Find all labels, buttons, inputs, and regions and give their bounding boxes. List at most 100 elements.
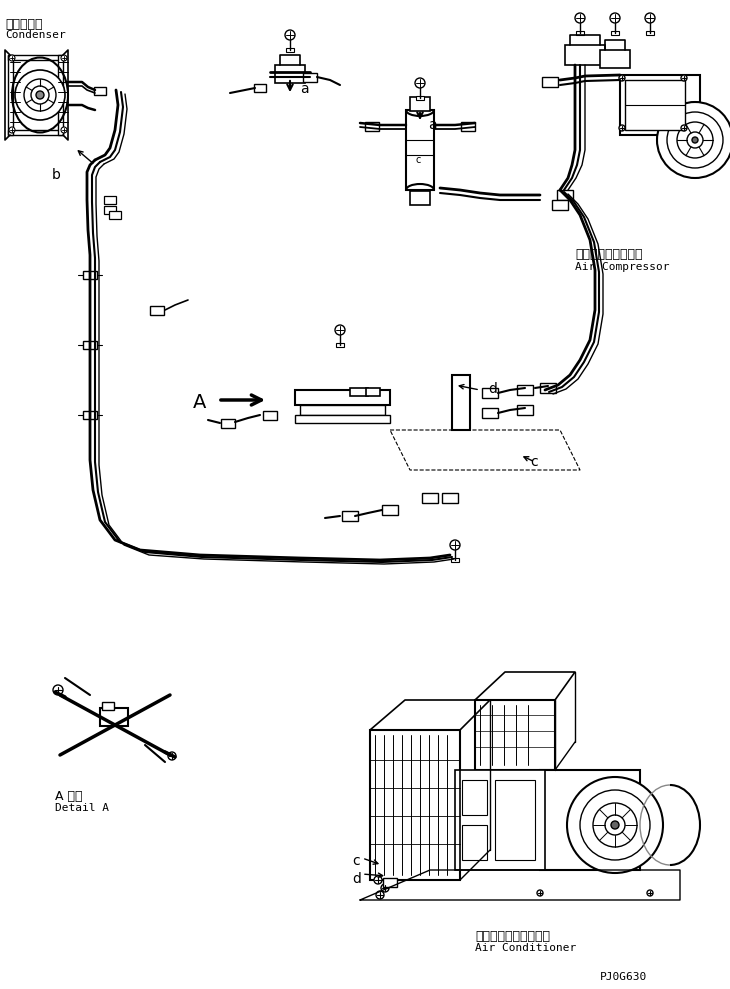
Bar — [8, 130, 63, 135]
Text: Air Conditioner: Air Conditioner — [475, 943, 576, 953]
Bar — [275, 65, 305, 83]
Circle shape — [692, 137, 698, 143]
Text: コンデンサ: コンデンサ — [5, 18, 42, 31]
Text: b: b — [52, 168, 61, 182]
Bar — [406, 110, 434, 190]
Bar — [416, 96, 424, 100]
Bar — [517, 405, 533, 415]
Bar — [104, 206, 116, 214]
Bar — [410, 191, 430, 205]
Circle shape — [657, 102, 730, 178]
Text: A: A — [193, 393, 207, 412]
Bar — [646, 31, 654, 35]
Text: A 詳細: A 詳細 — [55, 790, 82, 803]
Bar — [383, 878, 397, 887]
Circle shape — [619, 75, 625, 81]
Text: c: c — [530, 455, 537, 469]
Text: c: c — [352, 854, 360, 868]
Circle shape — [575, 13, 585, 23]
Circle shape — [687, 132, 703, 148]
Bar — [611, 31, 619, 35]
Bar — [576, 31, 584, 35]
Circle shape — [376, 891, 384, 899]
Text: エアーコンプレッサ: エアーコンプレッサ — [575, 248, 642, 261]
Circle shape — [285, 30, 295, 40]
Bar — [382, 505, 398, 515]
Bar — [542, 77, 558, 87]
Circle shape — [537, 890, 543, 896]
Bar — [475, 700, 555, 770]
Circle shape — [61, 127, 67, 133]
Bar — [482, 408, 498, 418]
Bar — [300, 405, 385, 415]
Bar — [94, 87, 106, 95]
Bar — [410, 97, 430, 111]
Circle shape — [647, 890, 653, 896]
Circle shape — [677, 122, 713, 158]
Bar — [557, 190, 573, 200]
Bar — [461, 122, 475, 131]
Bar — [8, 55, 63, 60]
Bar — [625, 80, 685, 130]
Circle shape — [610, 13, 620, 23]
Bar — [254, 84, 266, 92]
Circle shape — [450, 540, 460, 550]
Circle shape — [24, 79, 56, 111]
Circle shape — [374, 876, 382, 884]
Bar — [221, 419, 235, 428]
Bar — [365, 122, 379, 131]
Circle shape — [605, 815, 625, 835]
Bar — [552, 200, 568, 210]
Bar — [495, 780, 535, 860]
Bar — [342, 511, 358, 521]
Bar — [83, 271, 97, 279]
Bar — [83, 341, 97, 349]
Bar — [600, 50, 630, 68]
Bar — [8, 55, 13, 135]
Bar — [370, 730, 460, 880]
Bar — [286, 48, 294, 52]
Circle shape — [9, 127, 15, 133]
Circle shape — [15, 70, 65, 120]
Bar — [540, 770, 640, 870]
Circle shape — [681, 75, 687, 81]
Bar — [462, 825, 487, 860]
Circle shape — [681, 125, 687, 131]
Circle shape — [335, 325, 345, 335]
Bar — [295, 390, 390, 405]
Bar — [58, 55, 63, 135]
Bar — [100, 708, 128, 726]
Bar — [350, 388, 368, 396]
Circle shape — [645, 13, 655, 23]
Text: PJ0G630: PJ0G630 — [600, 972, 648, 982]
Bar — [83, 411, 97, 419]
Bar — [422, 493, 438, 503]
Bar — [104, 196, 116, 204]
Bar — [451, 558, 459, 562]
Bar — [303, 73, 317, 82]
Circle shape — [31, 86, 49, 104]
Text: Detail A: Detail A — [55, 803, 109, 813]
Text: Air Compressor: Air Compressor — [575, 262, 669, 272]
Bar — [442, 493, 458, 503]
Bar — [540, 383, 556, 393]
Text: エアーコンディショナ: エアーコンディショナ — [475, 930, 550, 943]
Text: a: a — [428, 118, 437, 132]
Circle shape — [619, 125, 625, 131]
Circle shape — [36, 91, 44, 99]
Bar — [336, 343, 344, 347]
Bar — [150, 306, 164, 315]
Circle shape — [667, 112, 723, 168]
Bar — [295, 415, 390, 423]
Bar — [482, 388, 498, 398]
Circle shape — [567, 777, 663, 873]
Text: Condenser: Condenser — [5, 30, 66, 40]
Text: d: d — [352, 872, 361, 886]
Bar — [366, 388, 380, 396]
Bar — [102, 702, 114, 710]
Bar — [517, 385, 533, 395]
Text: a: a — [300, 82, 309, 96]
Bar — [462, 780, 487, 815]
Circle shape — [415, 78, 425, 88]
Circle shape — [9, 55, 15, 61]
